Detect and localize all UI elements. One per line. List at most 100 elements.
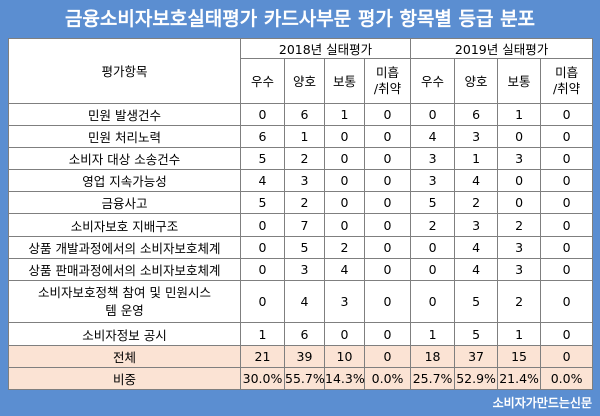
table-row: 상품 개발과정에서의 소비자보호체계 0 5 2 0 0 4 3 0 bbox=[8, 235, 594, 259]
cell: 4 bbox=[324, 257, 365, 282]
header-grade-text: 미흡/취약 bbox=[373, 64, 402, 96]
header-grade: 우수 bbox=[240, 58, 285, 104]
table-row: 민원 처리노력 6 1 0 0 4 3 0 0 bbox=[8, 124, 594, 148]
cell: 0 bbox=[240, 102, 285, 126]
table-container: 평가항목 2018년 실태평가 2019년 실태평가 우수 양호 보통 미흡/취… bbox=[8, 37, 594, 391]
row-label: 소비자정보 공시 bbox=[8, 322, 241, 346]
row-label: 소비자 대상 소송건수 bbox=[8, 146, 241, 171]
cell: 4 bbox=[284, 280, 325, 324]
cell: 0.0% bbox=[540, 366, 594, 391]
header-grade: 미흡/취약 bbox=[363, 58, 412, 104]
cell: 0 bbox=[324, 213, 365, 237]
cell: 4 bbox=[454, 169, 499, 193]
cell: 0 bbox=[363, 169, 412, 193]
cell: 4 bbox=[240, 169, 285, 193]
cell: 1 bbox=[497, 322, 542, 346]
cell: 2 bbox=[410, 213, 456, 237]
row-label: 소비자보호 지배구조 bbox=[8, 213, 241, 237]
cell: 30.0% bbox=[240, 366, 285, 391]
cell: 4 bbox=[454, 235, 499, 259]
header-grade-text: 미흡/취약 bbox=[552, 64, 581, 96]
cell: 39 bbox=[284, 344, 325, 368]
cell: 5 bbox=[454, 280, 499, 324]
header-row-years: 평가항목 2018년 실태평가 2019년 실태평가 bbox=[8, 37, 594, 104]
row-label: 영업 지속가능성 bbox=[8, 169, 241, 193]
cell: 5 bbox=[284, 235, 325, 259]
cell: 10 bbox=[324, 344, 365, 368]
cell: 0 bbox=[324, 124, 365, 148]
ratio-row: 비중 30.0% 55.7% 14.3% 0.0% 25.7% 52.9% 21… bbox=[8, 366, 594, 391]
cell: 0 bbox=[540, 146, 594, 171]
cell: 0 bbox=[540, 257, 594, 282]
cell: 0 bbox=[410, 257, 456, 282]
cell: 3 bbox=[497, 146, 542, 171]
cell: 2 bbox=[497, 213, 542, 237]
cell: 21 bbox=[240, 344, 285, 368]
cell: 0.0% bbox=[363, 366, 412, 391]
table-row: 소비자정보 공시 1 6 0 0 1 5 1 0 bbox=[8, 322, 594, 346]
cell: 3 bbox=[410, 169, 456, 193]
header-year-2019: 2019년 실태평가 bbox=[410, 37, 594, 60]
cell: 3 bbox=[497, 257, 542, 282]
header-grade: 보통 bbox=[324, 58, 365, 104]
row-label: 소비자보호정책 참여 및 민원시스템 운영 bbox=[8, 280, 241, 324]
cell: 0 bbox=[410, 235, 456, 259]
total-label: 전체 bbox=[8, 344, 241, 368]
cell: 0 bbox=[540, 191, 594, 215]
cell: 2 bbox=[454, 191, 499, 215]
header-row-grades: 우수 양호 보통 미흡/취약 우수 양호 보통 미흡/취약 bbox=[9, 58, 594, 104]
cell: 3 bbox=[324, 280, 365, 324]
cell: 6 bbox=[454, 102, 499, 126]
cell: 5 bbox=[240, 191, 285, 215]
cell: 0 bbox=[540, 169, 594, 193]
cell: 0 bbox=[497, 191, 542, 215]
cell: 1 bbox=[240, 322, 285, 346]
header-item: 평가항목 bbox=[8, 38, 241, 104]
page-title: 금융소비자보호실태평가 카드사부문 평가 항목별 등급 분포 bbox=[64, 8, 536, 30]
cell: 5 bbox=[240, 146, 285, 171]
cell: 2 bbox=[324, 235, 365, 259]
source-credit: 소비자가만드는신문 bbox=[492, 396, 592, 410]
cell: 0 bbox=[410, 280, 456, 324]
cell: 3 bbox=[410, 146, 456, 171]
cell: 0 bbox=[497, 169, 542, 193]
cell: 5 bbox=[454, 322, 499, 346]
cell: 15 bbox=[497, 344, 542, 368]
header-grade: 우수 bbox=[410, 58, 456, 104]
cell: 21.4% bbox=[497, 366, 542, 391]
cell: 0 bbox=[540, 102, 594, 126]
ratio-label: 비중 bbox=[8, 366, 241, 391]
cell: 52.9% bbox=[454, 366, 499, 391]
cell: 0 bbox=[324, 322, 365, 346]
cell: 0 bbox=[324, 169, 365, 193]
cell: 0 bbox=[497, 124, 542, 148]
cell: 3 bbox=[284, 257, 325, 282]
cell: 25.7% bbox=[410, 366, 456, 391]
table-row: 금융사고 5 2 0 0 5 2 0 0 bbox=[8, 191, 594, 215]
header-grade: 보통 bbox=[497, 58, 542, 104]
cell: 0 bbox=[363, 280, 412, 324]
cell: 3 bbox=[454, 124, 499, 148]
cell: 0 bbox=[363, 124, 412, 148]
cell: 5 bbox=[410, 191, 456, 215]
cell: 0 bbox=[540, 344, 594, 368]
cell: 0 bbox=[363, 191, 412, 215]
cell: 4 bbox=[410, 124, 456, 148]
header-year-2018: 2018년 실태평가 bbox=[239, 37, 412, 60]
cell: 7 bbox=[284, 213, 325, 237]
cell: 6 bbox=[240, 124, 285, 148]
cell: 0 bbox=[363, 213, 412, 237]
cell: 0 bbox=[540, 235, 594, 259]
cell: 3 bbox=[497, 235, 542, 259]
table-row: 상품 판매과정에서의 소비자보호체계 0 3 4 0 0 4 3 0 bbox=[8, 257, 594, 282]
row-label: 상품 개발과정에서의 소비자보호체계 bbox=[8, 235, 241, 259]
cell: 1 bbox=[410, 322, 456, 346]
table-row: 소비자 대상 소송건수 5 2 0 0 3 1 3 0 bbox=[8, 146, 594, 171]
header-grade: 양호 bbox=[284, 58, 325, 104]
grade-table: 평가항목 2018년 실태평가 2019년 실태평가 우수 양호 보통 미흡/취… bbox=[8, 37, 594, 391]
cell: 1 bbox=[324, 102, 365, 126]
row-label: 금융사고 bbox=[8, 191, 241, 215]
cell: 37 bbox=[454, 344, 499, 368]
cell: 0 bbox=[363, 322, 412, 346]
cell: 0 bbox=[240, 257, 285, 282]
